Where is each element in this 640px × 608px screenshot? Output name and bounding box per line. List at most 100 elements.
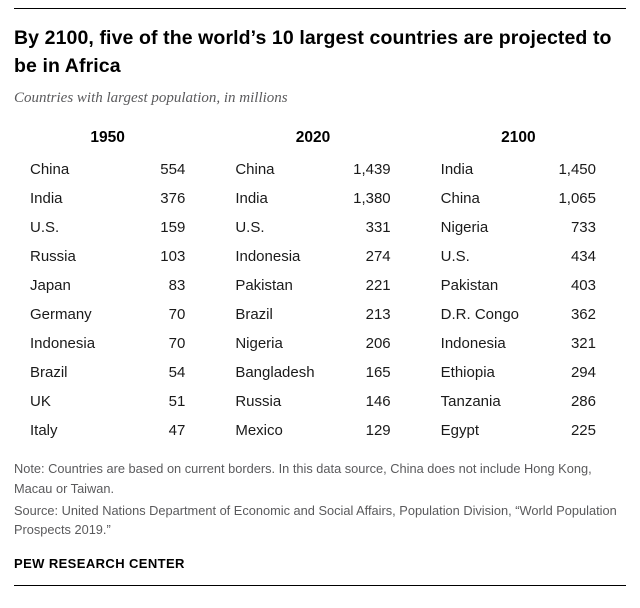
country-label: Ethiopia xyxy=(440,364,495,382)
country-label: Egypt xyxy=(440,422,480,440)
country-label: U.S. xyxy=(440,248,470,266)
column-rows: India 1,450 China 1,065 Nigeria 733 U.S.… xyxy=(441,155,596,445)
country-label: Russia xyxy=(235,393,282,411)
table-row: India 1,380 xyxy=(235,184,390,213)
population-value: 103 xyxy=(160,248,186,266)
country-label: UK xyxy=(30,393,51,411)
country-label: Nigeria xyxy=(440,219,489,237)
year-header: 2100 xyxy=(501,129,536,147)
table-row: India 376 xyxy=(30,184,185,213)
year-column: 1950 China 554 India 376 U.S. 159 Russia… xyxy=(30,129,185,445)
population-value: 362 xyxy=(570,306,596,324)
country-label: Indonesia xyxy=(440,335,506,353)
table-row: U.S. 434 xyxy=(441,242,596,271)
table-row: Russia 146 xyxy=(235,387,390,416)
table-row: Indonesia 274 xyxy=(235,242,390,271)
population-value: 70 xyxy=(168,306,186,324)
population-value: 1,450 xyxy=(558,161,596,179)
table-row: D.R. Congo 362 xyxy=(441,300,596,329)
population-value: 225 xyxy=(570,422,596,440)
population-value: 54 xyxy=(168,364,186,382)
table-row: Indonesia 70 xyxy=(30,329,185,358)
country-label: Japan xyxy=(30,277,71,295)
population-value: 1,439 xyxy=(353,161,391,179)
population-value: 47 xyxy=(168,422,186,440)
bottom-rule xyxy=(14,585,626,587)
population-value: 146 xyxy=(365,393,391,411)
population-value: 321 xyxy=(570,335,596,353)
country-label: China xyxy=(440,190,480,208)
table-row: India 1,450 xyxy=(441,155,596,184)
brand-label: PEW RESEARCH CENTER xyxy=(14,556,185,572)
country-label: U.S. xyxy=(235,219,265,237)
table-row: U.S. 331 xyxy=(235,213,390,242)
population-value: 1,380 xyxy=(353,190,391,208)
population-value: 274 xyxy=(365,248,391,266)
country-label: Italy xyxy=(30,422,58,440)
country-label: Tanzania xyxy=(440,393,501,411)
table-row: Mexico 129 xyxy=(235,416,390,445)
year-header: 2020 xyxy=(295,129,331,147)
year-column: 2100 India 1,450 China 1,065 Nigeria 733… xyxy=(441,129,596,445)
table-row: Brazil 213 xyxy=(235,300,390,329)
population-value: 51 xyxy=(168,393,186,411)
population-value: 554 xyxy=(160,161,186,179)
note-text: Note: Countries are based on current bor… xyxy=(14,461,592,496)
population-value: 165 xyxy=(365,364,391,382)
column-rows: China 554 India 376 U.S. 159 Russia 103 … xyxy=(30,155,185,445)
table-row: Egypt 225 xyxy=(441,416,596,445)
source-text: Source: United Nations Department of Eco… xyxy=(14,502,617,537)
table-row: China 1,065 xyxy=(441,184,596,213)
table-row: Brazil 54 xyxy=(30,358,185,387)
country-label: Brazil xyxy=(235,306,273,324)
country-label: D.R. Congo xyxy=(440,306,520,324)
table-row: Ethiopia 294 xyxy=(441,358,596,387)
population-value: 213 xyxy=(365,306,391,324)
population-value: 70 xyxy=(168,335,186,353)
country-label: India xyxy=(235,190,268,208)
page-title: By 2100, five of the world’s 10 largest … xyxy=(14,27,612,77)
country-label: Pakistan xyxy=(235,277,293,295)
population-value: 1,065 xyxy=(558,190,596,208)
table-row: Japan 83 xyxy=(30,271,185,300)
country-label: Germany xyxy=(30,306,92,324)
table-row: UK 51 xyxy=(30,387,185,416)
population-value: 434 xyxy=(570,248,596,266)
population-value: 376 xyxy=(160,190,186,208)
report-figure: By 2100, five of the world’s 10 largest … xyxy=(14,8,626,587)
population-value: 286 xyxy=(570,393,596,411)
population-value: 331 xyxy=(365,219,391,237)
population-value: 294 xyxy=(570,364,596,382)
column-rows: China 1,439 India 1,380 U.S. 331 Indones… xyxy=(235,155,390,445)
country-label: Mexico xyxy=(235,422,283,440)
table-row: Indonesia 321 xyxy=(441,329,596,358)
year-column: 2020 China 1,439 India 1,380 U.S. 331 In… xyxy=(235,129,390,445)
population-value: 221 xyxy=(365,277,391,295)
table-row: Nigeria 733 xyxy=(441,213,596,242)
table-row: China 554 xyxy=(30,155,185,184)
table-row: China 1,439 xyxy=(235,155,390,184)
top-rule xyxy=(14,8,626,9)
population-table: 1950 China 554 India 376 U.S. 159 Russia… xyxy=(14,129,626,445)
table-row: Germany 70 xyxy=(30,300,185,329)
country-label: Russia xyxy=(30,248,76,266)
country-label: Indonesia xyxy=(235,248,301,266)
year-header: 1950 xyxy=(90,129,125,147)
table-row: Italy 47 xyxy=(30,416,185,445)
population-value: 159 xyxy=(160,219,186,237)
country-label: Nigeria xyxy=(235,335,283,353)
population-value: 206 xyxy=(365,335,391,353)
population-value: 733 xyxy=(570,219,596,237)
table-row: Russia 103 xyxy=(30,242,185,271)
country-label: U.S. xyxy=(30,219,60,237)
country-label: Bangladesh xyxy=(235,364,315,382)
country-label: Indonesia xyxy=(30,335,96,353)
table-row: Bangladesh 165 xyxy=(235,358,390,387)
country-label: India xyxy=(30,190,63,208)
table-row: Tanzania 286 xyxy=(441,387,596,416)
population-value: 129 xyxy=(365,422,391,440)
country-label: China xyxy=(235,161,275,179)
country-label: Pakistan xyxy=(440,277,499,295)
country-label: India xyxy=(440,161,474,179)
country-label: Brazil xyxy=(30,364,68,382)
